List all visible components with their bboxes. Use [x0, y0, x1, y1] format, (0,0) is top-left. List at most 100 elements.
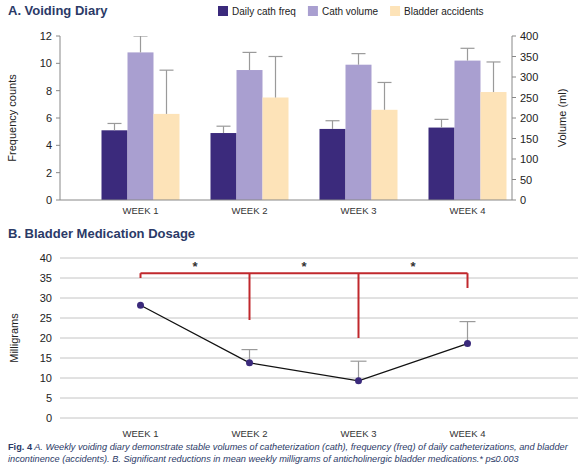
y-tick: [56, 172, 60, 173]
error-bar: [269, 57, 283, 98]
y-tick-label: 2: [46, 167, 52, 179]
error-stem: [332, 121, 333, 129]
y-axis-label: Frequency counts: [6, 74, 18, 162]
error-cap: [326, 120, 340, 121]
data-point: [246, 359, 253, 366]
bar: [154, 114, 180, 200]
y2-tick: [512, 179, 516, 180]
error-stem: [384, 82, 385, 109]
y2-tick: [512, 138, 516, 139]
x-tick-label: WEEK 1: [123, 205, 159, 216]
error-stem: [467, 48, 468, 60]
y-tick-label: 10: [40, 372, 52, 384]
error-cap: [460, 321, 476, 322]
error-stem: [140, 36, 141, 52]
x-tick-label: WEEK 4: [450, 205, 486, 216]
y-tick-label: 5: [46, 392, 52, 404]
y2-tick: [512, 36, 516, 37]
y-tick: [56, 90, 60, 91]
grid-line: [60, 398, 578, 399]
data-point: [137, 302, 144, 309]
error-bar: [326, 121, 340, 129]
y-tick-label: 20: [40, 332, 52, 344]
y2-tick-label: 0: [520, 194, 526, 206]
y2-tick: [512, 159, 516, 160]
y-tick-label: 0: [46, 194, 52, 206]
legend-swatch: [218, 6, 228, 16]
panel-title: B. Bladder Medication Dosage: [8, 226, 195, 241]
error-stem: [275, 57, 276, 98]
bar: [455, 61, 481, 200]
y2-tick-label: 150: [520, 133, 538, 145]
bar: [481, 92, 507, 200]
grid-line: [60, 418, 578, 419]
grid-line: [60, 298, 578, 299]
chart-canvas: A. Voiding DiaryDaily cath freqCath volu…: [0, 0, 588, 474]
y2-tick-label: 400: [520, 30, 538, 42]
bracket-leg: [358, 273, 360, 338]
error-cap: [269, 56, 283, 57]
error-cap: [378, 82, 392, 83]
x-tick-label: WEEK 3: [341, 205, 377, 216]
y-tick-label: 35: [40, 272, 52, 284]
error-bar: [435, 119, 449, 127]
error-cap: [108, 123, 122, 124]
y-tick-label: 40: [40, 252, 52, 264]
bar: [102, 130, 128, 200]
y2-tick: [512, 118, 516, 119]
error-cap: [242, 349, 258, 350]
error-bar: [461, 48, 475, 60]
error-bar: [160, 70, 174, 114]
grid-line: [60, 338, 578, 339]
y2-tick-label: 50: [520, 174, 532, 186]
y-tick: [56, 63, 60, 64]
x-tick-label: WEEK 2: [232, 205, 268, 216]
error-stem: [249, 52, 250, 70]
bar: [128, 52, 154, 200]
grid-line: [60, 278, 578, 279]
error-stem: [223, 126, 224, 133]
y2-axis-label: Volume (ml): [556, 89, 568, 148]
y-tick-label: 12: [40, 30, 52, 42]
x-tick-label: WEEK 3: [341, 428, 377, 439]
y-tick-label: 0: [46, 412, 52, 424]
y2-tick-label: 300: [520, 71, 538, 83]
error-stem: [166, 70, 167, 114]
y-tick-label: 8: [46, 85, 52, 97]
y2-tick: [512, 56, 516, 57]
bar: [211, 133, 237, 200]
y-tick: [56, 200, 60, 201]
bracket-leg: [467, 273, 469, 288]
significance-mark: *: [192, 259, 198, 274]
grid-line: [60, 318, 578, 319]
y2-tick-label: 350: [520, 51, 538, 63]
error-cap: [134, 36, 148, 37]
panel-title: A. Voiding Diary: [8, 3, 108, 18]
y-tick-label: 25: [40, 312, 52, 324]
y-tick: [56, 118, 60, 119]
error-bar: [487, 62, 501, 92]
caption-text: A. Weekly voiding diary demonstrate stab…: [8, 442, 568, 464]
bracket-leg: [140, 273, 142, 278]
y-tick: [56, 145, 60, 146]
error-stem: [493, 62, 494, 92]
caption-label: Fig. 4: [8, 442, 32, 452]
y-tick-label: 4: [46, 139, 52, 151]
y2-tick-label: 100: [520, 153, 538, 165]
error-bar: [352, 54, 366, 65]
error-bar: [108, 123, 122, 130]
error-cap: [352, 53, 366, 54]
plot-area-a: [102, 36, 507, 200]
y2-tick-label: 250: [520, 92, 538, 104]
grid-line: [60, 258, 578, 259]
data-line: [141, 305, 468, 381]
error-bar: [378, 82, 392, 109]
y2-tick: [512, 97, 516, 98]
error-bar: [134, 36, 148, 52]
error-cap: [243, 52, 257, 53]
legend-label: Cath volume: [322, 6, 379, 17]
error-cap: [217, 126, 231, 127]
grid-line: [60, 378, 578, 379]
significance-mark: *: [301, 259, 307, 274]
x-axis-line: [60, 200, 512, 201]
